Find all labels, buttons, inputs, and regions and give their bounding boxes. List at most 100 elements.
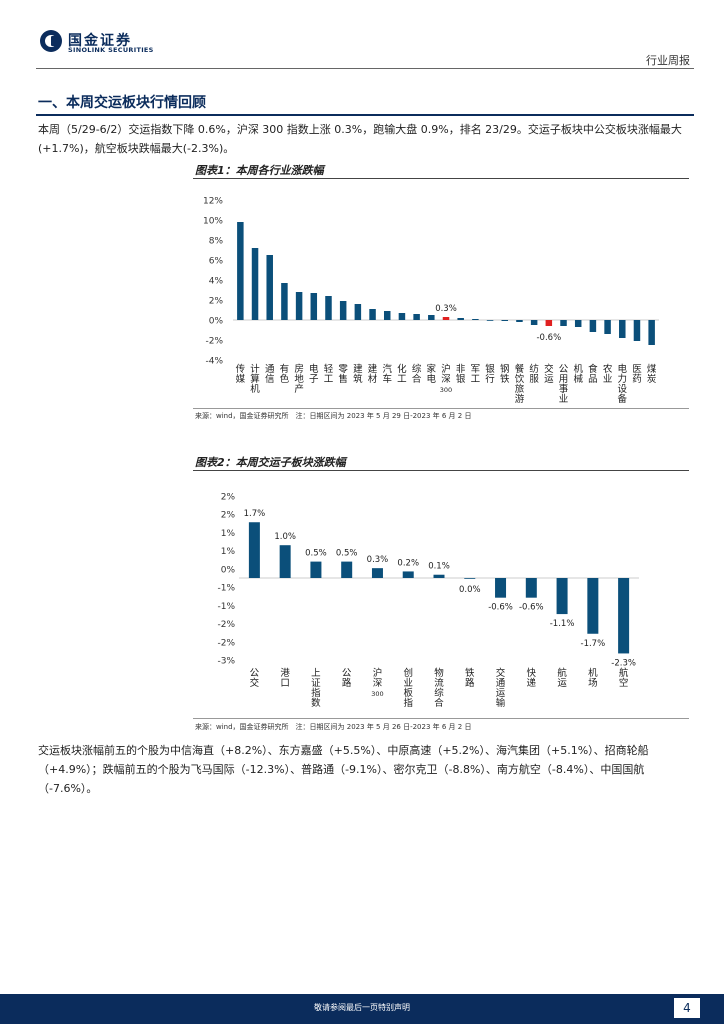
bar — [457, 318, 464, 320]
x-tick-label: 纺服 — [529, 363, 539, 385]
footer-bar — [0, 994, 724, 1024]
data-label: 0.0% — [459, 585, 481, 595]
x-tick-label: 建筑 — [353, 363, 363, 385]
x-tick-label: 电子 — [309, 363, 319, 385]
bar — [525, 578, 537, 598]
bar — [398, 313, 406, 320]
x-tick-label: 有色 — [280, 363, 290, 385]
section-title: 一、本周交运板块行情回顾 — [38, 95, 206, 111]
bar — [413, 314, 420, 320]
x-tick-label: 综合 — [412, 363, 422, 385]
bar — [325, 296, 332, 320]
header-divider — [36, 68, 694, 69]
x-tick-label: 交通运输 — [496, 667, 506, 709]
figure2-title: 图表2：本周交运子板块涨跌幅 — [195, 456, 346, 469]
y-tick-label: 2% — [209, 297, 224, 307]
bar — [428, 315, 435, 320]
y-tick-label: 6% — [209, 257, 224, 267]
paragraph-summary: 本周（5/29-6/2）交运指数下降 0.6%，沪深 300 指数上涨 0.3%… — [38, 123, 682, 155]
data-label: 0.5% — [305, 549, 327, 559]
bar — [648, 320, 655, 345]
bar — [556, 578, 568, 615]
footer-disclaimer: 敬请参阅最后一页特别声明 — [314, 1003, 410, 1012]
y-tick-label: 4% — [209, 277, 224, 287]
x-tick-label: 房地产 — [294, 363, 304, 395]
x-tick-label: 铁路 — [465, 667, 475, 689]
x-tick-label: 公交 — [250, 668, 260, 689]
bar — [279, 545, 291, 578]
bar — [281, 283, 288, 320]
bar — [633, 320, 641, 341]
x-tick-label: 餐饮旅游 — [515, 363, 525, 405]
x-tick-label: 食品 — [588, 363, 598, 385]
x-tick-label: 通信 — [265, 364, 275, 385]
x-tick-label: 零售 — [338, 364, 348, 385]
x-tick-label: 公用事业 — [559, 364, 569, 405]
data-label: -2.3% — [611, 658, 636, 668]
bar — [310, 293, 318, 320]
bar — [371, 568, 383, 578]
figure2-source: 来源：wind，国金证券研究所 注：日期区间为 2023 年 5 月 26 日-… — [195, 723, 472, 731]
x-tick-label: 农业 — [603, 363, 613, 385]
y-tick-label: -2% — [217, 638, 235, 648]
x-tick-label: 公路 — [342, 668, 352, 689]
x-tick-label: 交运 — [544, 363, 554, 385]
logo-text-cn: 国金证券 — [68, 33, 132, 49]
x-tick-label: 建材 — [368, 363, 378, 385]
x-tick-label: 物流综合 — [434, 667, 444, 709]
bar — [266, 255, 273, 320]
x-tick-label: 军工 — [471, 364, 481, 385]
bar — [442, 317, 450, 320]
x-tick-label: 轻工 — [324, 363, 334, 385]
bar — [402, 571, 414, 578]
bar — [237, 222, 244, 320]
x-tick-label: 港口 — [280, 667, 290, 689]
data-label: 0.2% — [397, 558, 419, 568]
bar — [369, 309, 376, 320]
data-label: 0.3% — [367, 555, 389, 565]
x-tick-label: 钢铁 — [500, 363, 510, 385]
y-tick-label: 2% — [221, 493, 236, 503]
x-tick-label: 航空 — [619, 667, 629, 689]
bar — [339, 301, 347, 320]
x-tick-label: 家电 — [427, 363, 437, 385]
data-label: -1.7% — [581, 639, 606, 649]
x-tick-label: 煤炭 — [647, 363, 657, 385]
x-tick-label: 快递 — [527, 667, 537, 689]
y-tick-label: 8% — [209, 237, 224, 247]
bar — [530, 320, 538, 325]
bar — [464, 578, 476, 579]
x-tick-label: 汽车 — [382, 363, 392, 385]
figure1-bottom-rule — [193, 408, 689, 409]
data-label: -0.6% — [488, 603, 513, 613]
x-tick-label: 传媒 — [236, 363, 246, 385]
data-label: 0.3% — [435, 304, 457, 314]
figure2-top-rule — [193, 470, 689, 471]
figure1-title: 图表1：本周各行业涨跌幅 — [195, 164, 324, 177]
x-tick-label: 机场 — [588, 667, 598, 689]
data-label: -0.6% — [536, 333, 561, 343]
x-tick-label: 沪深 300 — [371, 667, 383, 698]
bar — [310, 561, 322, 578]
bar — [587, 578, 599, 634]
data-label: 0.5% — [336, 549, 358, 559]
y-tick-label: -2% — [217, 620, 235, 630]
figure1-source: 来源：wind，国金证券研究所 注：日期区间为 2023 年 5 月 29 日-… — [195, 412, 472, 420]
figure1-top-rule — [193, 178, 689, 179]
y-tick-label: -3% — [217, 657, 235, 667]
bar — [295, 292, 303, 320]
bar — [560, 320, 567, 326]
y-tick-label: 0% — [209, 317, 224, 327]
page-number: 4 — [674, 998, 700, 1018]
y-tick-label: -1% — [217, 584, 235, 594]
bar — [545, 320, 553, 326]
x-tick-label: 医药 — [632, 364, 642, 385]
bar — [501, 320, 509, 321]
data-label: -0.6% — [519, 603, 544, 613]
data-label: -1.1% — [550, 619, 575, 629]
bar — [251, 248, 259, 320]
x-tick-label: 机械 — [573, 363, 583, 385]
x-tick-label: 航运 — [557, 667, 567, 689]
industry-bar-chart: 12% 10% 8% 6% 4% 2% 0% -2% -4% 传媒计算机通信有色房地产电子轻工零售… — [203, 197, 659, 405]
y-tick-label: 1% — [221, 547, 236, 557]
